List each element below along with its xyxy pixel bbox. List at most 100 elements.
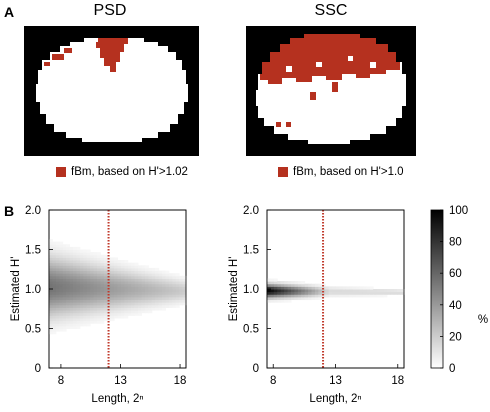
heatmap-cell <box>110 312 115 316</box>
heatmap-cell <box>76 286 81 290</box>
heatmap-cell <box>284 286 289 290</box>
heatmap-cell <box>76 249 81 253</box>
heatmap-cell <box>76 283 81 287</box>
heatmap-cell <box>321 286 326 290</box>
heatmap-cell <box>277 281 282 285</box>
heatmap-cell <box>52 252 57 256</box>
heatmap-cell <box>93 302 98 306</box>
heatmap-cell <box>55 315 60 319</box>
heatmap-cell <box>175 273 180 277</box>
heatmap-cell <box>76 310 81 314</box>
heatmap-cell <box>76 320 81 324</box>
heatmap-cell <box>86 254 91 258</box>
heatmap-cell <box>62 320 67 324</box>
heatmap-cell <box>332 289 336 293</box>
heatmap-cell <box>49 315 53 319</box>
heatmap-cell <box>93 281 98 285</box>
colorbar-tick-label: 20 <box>449 331 462 343</box>
y-tick-label: 0 <box>35 363 41 375</box>
x-tick-label: 18 <box>174 375 187 387</box>
heatmap-cell <box>335 291 340 295</box>
heatmap-cell <box>59 307 64 311</box>
heatmap-cell <box>280 291 285 295</box>
heatmap-cell <box>117 289 122 293</box>
heatmap-cell <box>120 275 125 279</box>
heatmap-cell <box>49 302 53 306</box>
heatmap-cell <box>148 283 153 287</box>
heatmap-cell <box>138 270 142 274</box>
heatmap-cell <box>284 299 289 303</box>
heatmap-cell <box>96 307 101 311</box>
heatmap-cell <box>100 317 105 322</box>
heatmap-cell <box>144 273 149 277</box>
heatmap-cell <box>127 294 132 298</box>
heatmap-cell <box>76 270 81 274</box>
heatmap-cell <box>69 296 74 301</box>
heatmap-cell <box>66 267 71 272</box>
heatmap-cell <box>172 296 177 301</box>
heatmap-cell <box>79 252 84 256</box>
heatmap-cell <box>49 296 53 301</box>
heatmap-cell <box>93 257 98 261</box>
heatmap-cell <box>62 307 67 311</box>
heatmap-cell <box>297 283 302 287</box>
heatmap-cell <box>79 302 84 306</box>
heatmap-cell <box>134 286 139 290</box>
heatmap-cell <box>114 315 118 319</box>
heatmap-cell <box>287 296 292 301</box>
ssc-legend-swatch <box>278 167 288 177</box>
heatmap-cell <box>134 304 139 308</box>
heatmap-cell <box>158 275 163 279</box>
heatmap-cell <box>335 286 340 290</box>
heatmap-cell <box>297 296 302 301</box>
heatmap-cell <box>120 299 125 303</box>
heatmap-cell <box>131 286 136 290</box>
heatmap-cell <box>131 278 136 282</box>
heatmap-cell <box>141 296 146 301</box>
heatmap-cell <box>90 296 95 301</box>
heatmap-cell <box>49 262 53 266</box>
y-axis-label: Estimated H' <box>228 257 240 322</box>
heatmap-cell <box>172 291 177 295</box>
heatmap-cell <box>124 302 129 306</box>
heatmap-cell <box>124 267 129 272</box>
heatmap-cell <box>148 299 153 303</box>
heatmap-cell <box>120 281 125 285</box>
heatmap-cell <box>93 317 98 322</box>
heatmap-cell <box>314 294 319 298</box>
heatmap-cell <box>55 275 60 279</box>
heatmap-cell <box>332 291 336 295</box>
heatmap-cell <box>127 262 132 266</box>
heatmap-cell <box>62 265 67 269</box>
heatmap-cell <box>55 291 60 295</box>
heatmap-cell <box>49 267 53 272</box>
heatmap-cell <box>267 286 271 290</box>
heatmap-cell <box>55 262 60 266</box>
heatmap-cell <box>69 294 74 298</box>
heatmap-cell <box>308 286 313 290</box>
heatmap-cell <box>62 328 67 332</box>
heatmap-cell <box>59 323 64 327</box>
heatmap-cell <box>131 262 136 266</box>
heatmap-cell <box>318 296 323 301</box>
heatmap-cell <box>55 307 60 311</box>
heatmap-cell <box>55 241 60 245</box>
heatmap-cell <box>52 304 57 308</box>
heatmap-cell <box>72 260 77 264</box>
heatmap-cell <box>158 296 163 301</box>
heatmap-cell <box>270 291 275 295</box>
heatmap-cell <box>66 291 71 295</box>
heatmap-cell <box>52 275 57 279</box>
heatmap-cell <box>103 315 108 319</box>
heatmap-cell <box>49 283 53 287</box>
heatmap-cell <box>141 294 146 298</box>
heatmap-cell <box>120 267 125 272</box>
heatmap-cell <box>66 260 71 264</box>
heatmap-cell <box>280 286 285 290</box>
heatmap-cell <box>86 281 91 285</box>
heatmap-cell <box>134 281 139 285</box>
heatmap-cell <box>356 294 360 298</box>
heatmap-cell <box>107 299 112 303</box>
heatmap-cell <box>141 310 146 314</box>
heatmap-cell <box>69 270 74 274</box>
